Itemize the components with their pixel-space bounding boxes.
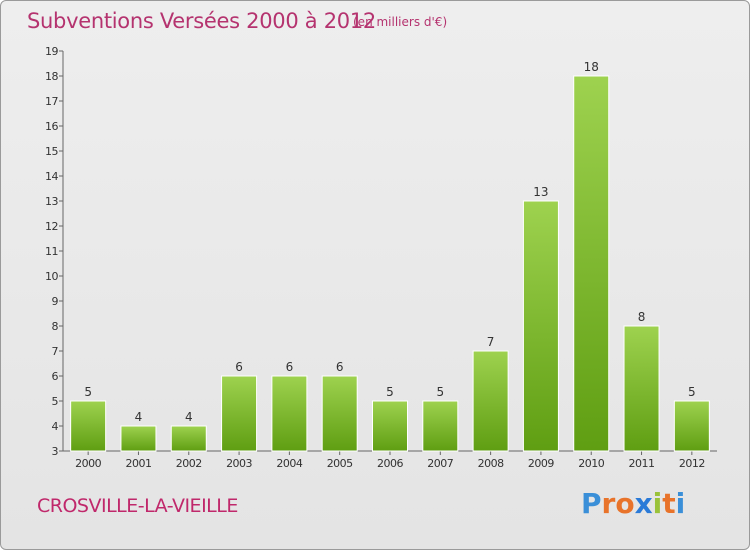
logo-letter: o <box>615 487 635 520</box>
logo-letter: x <box>634 487 653 520</box>
logo-letter: r <box>601 487 616 520</box>
bar <box>170 425 207 452</box>
bar <box>372 400 408 452</box>
bar <box>221 375 258 452</box>
x-tick-label: 2007 <box>427 457 453 470</box>
bar-value-label: 5 <box>84 385 92 399</box>
x-tick-label: 2003 <box>226 457 252 470</box>
bar-value-label: 7 <box>487 335 495 349</box>
bar-value-label: 8 <box>638 310 646 324</box>
bar-value-label: 4 <box>185 410 193 424</box>
y-tick-label: 15 <box>45 145 58 158</box>
bar-value-label: 5 <box>436 385 444 399</box>
bar-value-label: 6 <box>336 360 344 374</box>
x-tick-label: 2012 <box>679 457 705 470</box>
y-tick-label: 4 <box>52 420 59 433</box>
y-tick-label: 8 <box>52 320 59 333</box>
x-tick-label: 2002 <box>176 457 202 470</box>
y-tick-label: 3 <box>52 445 59 458</box>
y-tick-label: 19 <box>45 45 58 58</box>
proxiti-logo: Proxiti <box>581 487 685 520</box>
y-tick-label: 12 <box>45 220 58 233</box>
commune-name: CROSVILLE-LA-VIEILLE <box>37 495 238 517</box>
y-tick-label: 9 <box>52 295 59 308</box>
logo-letter: P <box>581 487 602 520</box>
x-tick-label: 2010 <box>578 457 604 470</box>
y-tick-label: 6 <box>52 370 59 383</box>
logo-letter: t <box>662 487 676 520</box>
bar <box>120 425 157 452</box>
bar-value-label: 5 <box>688 385 696 399</box>
bar <box>70 400 107 452</box>
bar <box>271 375 308 452</box>
x-tick-label: 2004 <box>276 457 302 470</box>
y-tick-label: 14 <box>45 170 58 183</box>
bar-value-label: 13 <box>533 185 548 199</box>
y-tick-label: 17 <box>45 95 58 108</box>
y-tick-label: 18 <box>45 70 58 83</box>
logo-letter: i <box>675 487 686 520</box>
bar-value-label: 6 <box>286 360 294 374</box>
y-tick-label: 11 <box>45 245 58 258</box>
chart-title: Subventions Versées 2000 à 2012 <box>27 9 376 33</box>
bar <box>573 75 610 452</box>
x-tick-label: 2011 <box>629 457 655 470</box>
bar-value-label: 18 <box>584 60 599 74</box>
x-tick-label: 2000 <box>75 457 101 470</box>
logo-letter: i <box>652 487 663 520</box>
bar <box>321 375 358 452</box>
y-tick-label: 10 <box>45 270 58 283</box>
chart-subtitle: (en milliers d'€) <box>353 15 448 29</box>
bar-value-label: 5 <box>386 385 394 399</box>
bar <box>673 400 710 452</box>
bar <box>522 200 559 452</box>
bar-value-label: 6 <box>235 360 243 374</box>
bar <box>422 400 459 452</box>
x-tick-label: 2005 <box>327 457 353 470</box>
bar-value-label: 4 <box>135 410 143 424</box>
x-tick-label: 2009 <box>528 457 554 470</box>
x-tick-label: 2008 <box>478 457 504 470</box>
y-tick-label: 5 <box>52 395 59 408</box>
x-tick-label: 2001 <box>125 457 151 470</box>
y-tick-label: 16 <box>45 120 58 133</box>
y-tick-label: 7 <box>52 345 59 358</box>
bar <box>623 325 660 452</box>
bar <box>472 350 509 452</box>
x-tick-label: 2006 <box>377 457 403 470</box>
y-tick-label: 13 <box>45 195 58 208</box>
